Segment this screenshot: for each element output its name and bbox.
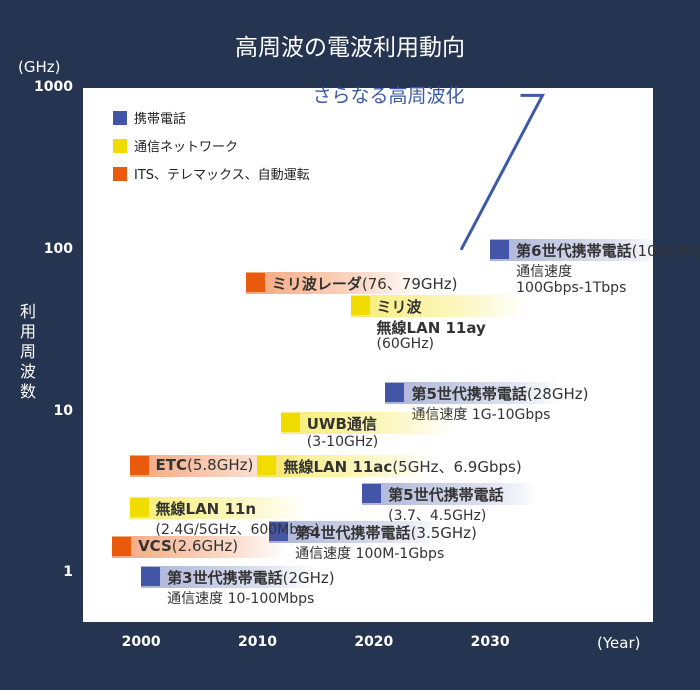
chart-item-detail: (3-10GHz) [306, 433, 379, 450]
chart-point-mobile [385, 383, 405, 403]
trend-annotation: さらなる高周波化 [312, 85, 465, 108]
chart-item-band [112, 536, 288, 559]
legend-item-its: ITS、テレマックス、自動運転 [113, 164, 310, 183]
chart-item-detail: 通信速度 [516, 263, 573, 280]
legend-item-network: 通信ネットワーク [113, 136, 238, 155]
y-unit-label: (GHz) [18, 58, 61, 76]
chart-point-mobile [362, 483, 382, 503]
chart-point-network [129, 497, 149, 517]
chart-item-detail: (3.7、4.5GHz) [388, 507, 487, 524]
chart-point-mobile [490, 239, 510, 259]
chart-item-detail: (60GHz) [376, 335, 435, 352]
chart-point-network [257, 456, 277, 476]
chart-point-mobile [141, 566, 161, 586]
chart-item-label: 無線LAN 11n [155, 499, 257, 518]
legend-item-mobile: 携帯電話 [113, 108, 186, 127]
chart-item-band [362, 482, 538, 505]
chart-item-label: 第6世代携帯電話(100GHz) [516, 240, 700, 261]
chart-item-freq: (28GHz) [526, 385, 589, 404]
legend-swatch-mobile [113, 110, 127, 125]
chart-item-band [490, 238, 666, 261]
chart-point-its [129, 456, 149, 476]
legend-label: 通信ネットワーク [134, 140, 239, 155]
chart-item-freq: (100GHz) [631, 241, 700, 260]
chart-item-freq: (76、79GHz) [361, 275, 458, 294]
chart-item-band [385, 382, 561, 405]
y-tick-label: 10 [53, 402, 73, 419]
chart-item-detail: 通信速度 100M-1Gbps [295, 546, 445, 562]
chart-item-label: UWB通信 [306, 414, 377, 433]
chart-item-band [280, 411, 456, 434]
y-tick-label: 1000 [34, 79, 73, 95]
chart-item-label: 第4世代携帯電話(3.5GHz) [295, 524, 477, 542]
chart-point-its [245, 273, 265, 293]
trend-arrow [459, 93, 545, 251]
chart-item-band [269, 521, 445, 543]
chart-item-freq: (5.8GHz) [187, 456, 254, 475]
y-axis-label-char: 波 [19, 362, 36, 381]
y-axis-label-char: 利 [19, 302, 36, 321]
chart-title: 高周波の電波利用動向 [235, 35, 465, 61]
y-axis-label-char: 周 [19, 342, 36, 361]
chart-item-band [350, 294, 526, 317]
y-axis-label-char: 数 [19, 382, 36, 401]
y-axis-label: 利 用 周 波 数 [14, 302, 42, 402]
chart-item-label: 第5世代携帯電話(28GHz) [411, 385, 589, 404]
legend-label: ITS、テレマックス、自動運転 [134, 168, 310, 183]
y-tick-label: 1 [63, 564, 73, 581]
chart-item-band [129, 496, 305, 519]
chart-point-network [350, 295, 370, 315]
chart-item-freq: (2GHz) [282, 568, 335, 587]
chart-item-freq: (2.6GHz) [171, 537, 239, 556]
chart-item-label: ETC(5.8GHz) [155, 456, 254, 475]
chart-item-band [141, 565, 317, 588]
chart-item-label: 第5世代携帯電話 [388, 485, 504, 504]
legend-swatch-its [113, 166, 127, 181]
x-tick-label: 2030 [470, 634, 510, 650]
chart-item-label: 第3世代携帯電話(2GHz) [167, 568, 335, 587]
chart-item-freq: (3.5GHz) [410, 524, 477, 542]
chart-item-detail: 無線LAN 11ay [376, 318, 486, 337]
x-unit-label: (Year) [597, 634, 641, 652]
chart-item-freq: (5GHz、6.9Gbps) [392, 458, 522, 477]
trend-arrow-line [459, 93, 545, 251]
plot-area: さらなる高周波化 携帯電話 通信ネットワーク ITS、テレマックス、自動運転 第… [83, 85, 700, 622]
chart-item-detail: 100Gbps-1Tbps [516, 279, 627, 296]
chart-point-its [112, 537, 132, 557]
chart-item-band [245, 272, 421, 295]
legend-label: 携帯電話 [134, 112, 187, 127]
y-axis-label-char: 用 [19, 322, 36, 341]
chart-item-label: ミリ波レーダ(76、79GHz) [271, 275, 458, 294]
x-tick-label: 2010 [238, 634, 277, 650]
chart-item-band [257, 455, 433, 478]
chart-point-network [280, 412, 300, 432]
chart-item-detail: (2.4G/5GHz、600Mbps) [155, 521, 320, 538]
y-tick-label: 100 [43, 240, 73, 257]
x-tick-label: 2020 [354, 634, 394, 650]
chart-item-label: ミリ波 [376, 297, 422, 316]
x-tick-label: 2000 [121, 634, 161, 650]
chart-item-label: VCS(2.6GHz) [138, 537, 239, 556]
chart-item-label: 無線LAN 11ac(5GHz、6.9Gbps) [283, 458, 522, 477]
legend-swatch-network [113, 138, 127, 153]
chart-item-detail: 通信速度 10-100Mbps [167, 590, 315, 607]
